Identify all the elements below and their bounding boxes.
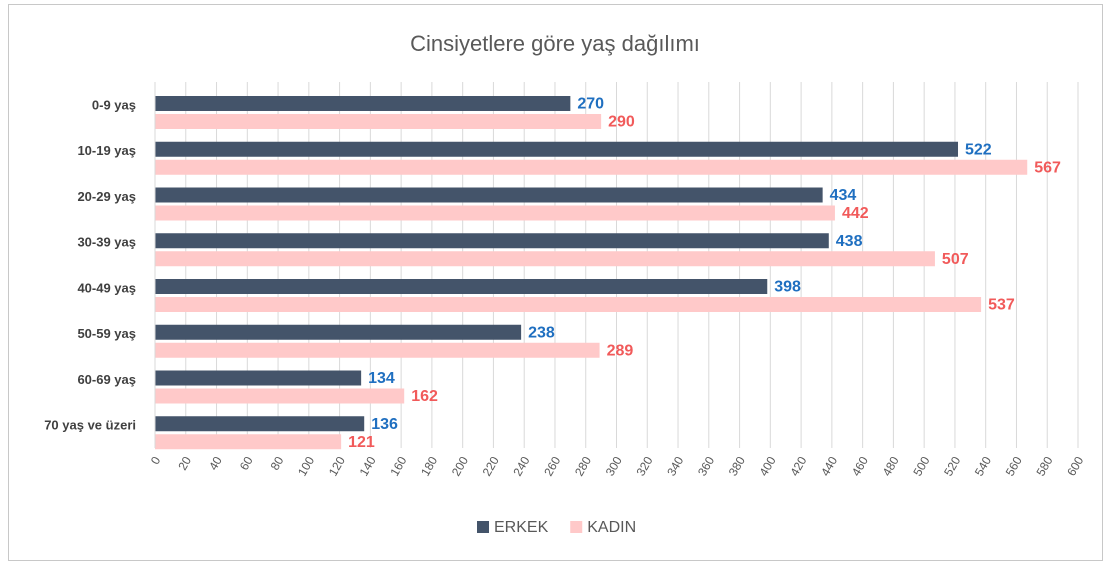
y-tick-label: 30-39 yaş	[77, 235, 136, 250]
data-label: 522	[965, 141, 992, 158]
legend-swatch	[477, 521, 489, 533]
bar	[155, 187, 823, 203]
data-label: 442	[842, 205, 869, 222]
x-tick-label: 60	[237, 454, 256, 473]
data-label: 136	[371, 416, 398, 433]
data-label: 507	[942, 251, 969, 268]
bar	[155, 297, 982, 312]
legend-swatch	[570, 521, 583, 533]
bar	[155, 159, 1028, 175]
bar	[155, 324, 522, 340]
bar	[155, 205, 835, 221]
bar	[155, 416, 365, 432]
legend-label: ERKEK	[494, 519, 549, 536]
bar	[155, 342, 600, 358]
bar	[155, 96, 571, 111]
y-tick-label: 40-49 yaş	[77, 280, 136, 295]
y-tick-label: 60-69 yaş	[77, 372, 136, 387]
legend-label: KADIN	[587, 519, 636, 536]
x-tick-label: 40	[206, 454, 225, 473]
bar	[155, 141, 959, 157]
data-label: 238	[528, 324, 555, 341]
data-label: 290	[608, 114, 635, 131]
bar	[155, 388, 405, 404]
data-label: 537	[988, 297, 1015, 314]
bar	[155, 233, 829, 249]
bar	[155, 434, 342, 450]
data-label: 438	[836, 233, 863, 250]
data-label: 121	[348, 434, 375, 451]
y-tick-label: 20-29 yaş	[77, 189, 136, 204]
data-label: 567	[1034, 159, 1061, 176]
bar	[155, 114, 602, 129]
data-label: 162	[411, 388, 438, 405]
y-tick-label: 10-19 yaş	[77, 143, 136, 158]
data-label: 398	[774, 279, 801, 296]
data-label: 270	[577, 96, 604, 113]
data-label: 134	[368, 370, 395, 387]
y-tick-label: 0-9 yaş	[92, 97, 136, 112]
data-label: 289	[607, 342, 634, 359]
chart-title: Cinsiyetlere göre yaş dağılımı	[410, 31, 700, 56]
bar	[155, 251, 935, 267]
bar	[155, 370, 362, 386]
x-tick-label: 20	[175, 454, 194, 473]
data-label: 434	[830, 187, 857, 204]
y-tick-label: 70 yaş ve üzeri	[44, 418, 136, 433]
bar	[155, 279, 768, 294]
y-tick-label: 50-59 yaş	[77, 326, 136, 341]
x-tick-label: 80	[268, 454, 287, 473]
